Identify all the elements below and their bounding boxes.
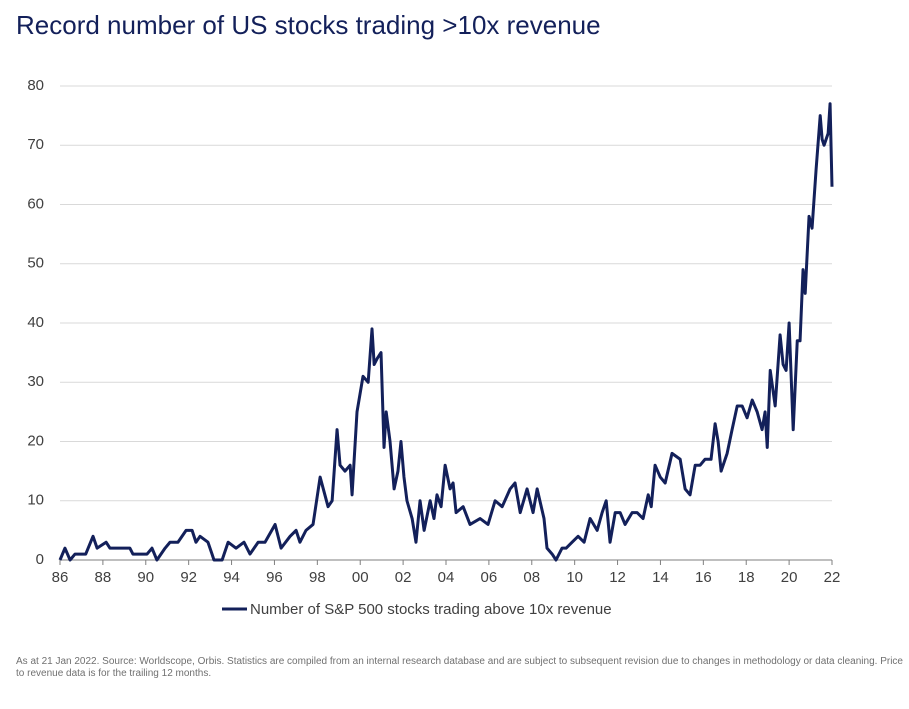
chart: Record number of US stocks trading >10x … [16, 10, 841, 618]
y-tick-label: 20 [27, 432, 44, 449]
x-tick-label: 06 [481, 569, 498, 586]
y-tick-label: 10 [27, 492, 44, 509]
x-tick-label: 12 [609, 569, 626, 586]
footnote: As at 21 Jan 2022. Source: Worldscope, O… [16, 656, 903, 679]
y-tick-label: 0 [36, 551, 44, 568]
x-tick-label: 20 [781, 569, 798, 586]
x-tick-label: 16 [695, 569, 712, 586]
x-tick-label: 98 [309, 569, 326, 586]
x-tick-label: 88 [95, 569, 112, 586]
y-tick-label: 60 [27, 195, 44, 212]
chart-title: Record number of US stocks trading >10x … [16, 10, 601, 40]
x-tick-label: 14 [652, 569, 669, 586]
series-line [58, 102, 834, 562]
y-tick-label: 40 [27, 314, 44, 331]
y-tick-label: 30 [27, 373, 44, 390]
x-tick-label: 94 [223, 569, 240, 586]
x-tick-label: 90 [137, 569, 154, 586]
x-tick-label: 08 [523, 569, 540, 586]
x-tick-label: 00 [352, 569, 369, 586]
x-tick-label: 22 [824, 569, 841, 586]
y-tick-label: 80 [27, 77, 44, 94]
x-tick-label: 18 [738, 569, 755, 586]
x-tick-label: 96 [266, 569, 283, 586]
y-tick-label: 50 [27, 255, 44, 272]
x-tick-label: 86 [52, 569, 69, 586]
x-tick-label: 92 [180, 569, 197, 586]
y-tick-label: 70 [27, 136, 44, 153]
x-tick-label: 02 [395, 569, 412, 586]
legend-label: Number of S&P 500 stocks trading above 1… [250, 601, 612, 618]
x-tick-label: 04 [438, 569, 455, 586]
x-tick-label: 10 [566, 569, 583, 586]
